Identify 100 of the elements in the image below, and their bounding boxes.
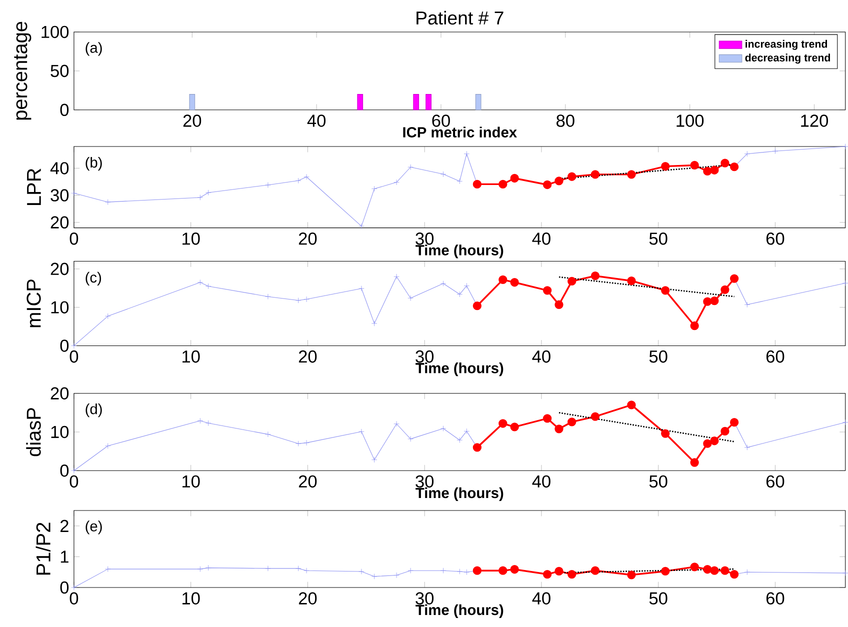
x-tick-label: 0 — [70, 592, 78, 605]
point — [498, 566, 508, 576]
x-tick-label: 20 — [298, 232, 317, 246]
x-tick-label: 30 — [416, 592, 434, 605]
y-tick-label: 10 — [51, 426, 69, 438]
x-tick-label: 100 — [676, 114, 704, 128]
point — [456, 178, 463, 184]
y-axis-title: diasP — [26, 408, 41, 456]
point — [456, 292, 463, 298]
y-tick-label: 0 — [60, 340, 69, 352]
x-axis-title: Time (hours) — [416, 488, 504, 502]
point — [498, 419, 508, 428]
point — [661, 286, 670, 296]
point — [394, 274, 400, 280]
x-tick-label: 50 — [649, 592, 668, 605]
point — [842, 420, 848, 426]
point — [744, 151, 750, 157]
point — [456, 437, 463, 444]
point — [690, 322, 699, 330]
x-axis-title: Time (hours) — [416, 604, 504, 618]
x-tick-label: 40 — [532, 350, 550, 363]
x-tick-label: 40 — [532, 476, 550, 488]
point — [358, 224, 364, 230]
point — [394, 421, 400, 427]
point — [542, 414, 552, 424]
x-tick-label: 0 — [70, 476, 78, 488]
point — [197, 418, 204, 424]
point — [304, 440, 310, 446]
x-tick-label: 40 — [532, 592, 550, 605]
point — [456, 568, 463, 575]
y-tick-label: 20 — [50, 216, 69, 229]
point — [197, 566, 204, 572]
x-tick-label: 80 — [556, 114, 574, 128]
point — [408, 164, 414, 170]
point — [542, 286, 552, 296]
point — [304, 568, 310, 574]
point — [464, 151, 470, 157]
point — [71, 584, 77, 591]
point — [408, 296, 414, 302]
point — [265, 294, 271, 300]
point — [690, 562, 699, 572]
x-tick-label: 30 — [416, 232, 434, 246]
point — [440, 172, 446, 178]
x-axis-title: Time (hours) — [416, 362, 504, 376]
point — [265, 432, 271, 438]
x-tick-label: 120 — [801, 114, 828, 128]
point — [510, 174, 519, 183]
annotation: (d) — [86, 404, 102, 418]
point — [542, 180, 552, 190]
point — [554, 300, 564, 310]
annotation: (e) — [86, 520, 102, 535]
legend-label: increasing trend — [746, 40, 828, 50]
point — [295, 178, 302, 184]
point — [703, 440, 712, 448]
point — [71, 343, 77, 349]
point — [440, 426, 446, 432]
point — [265, 566, 271, 572]
point — [510, 422, 519, 432]
point — [71, 190, 77, 196]
point — [394, 180, 400, 186]
point — [104, 566, 111, 572]
point — [661, 429, 670, 438]
point — [690, 458, 699, 468]
y-tick-label: 0 — [60, 464, 69, 477]
point — [703, 167, 712, 176]
legend-label: decreasing trend — [745, 54, 830, 64]
point — [627, 276, 636, 286]
point — [440, 280, 446, 287]
point — [744, 444, 750, 451]
y-tick-label: 50 — [50, 65, 69, 78]
point — [627, 570, 636, 580]
point — [590, 272, 600, 280]
point — [205, 565, 212, 571]
point — [197, 280, 204, 286]
y-axis-title: LPR — [27, 168, 41, 206]
x-tick-label: 10 — [182, 592, 200, 605]
point — [720, 286, 730, 294]
point — [498, 276, 508, 284]
x-tick-label: 0 — [70, 350, 78, 363]
annotation: (a) — [86, 42, 102, 56]
x-tick-label: 30 — [416, 350, 434, 363]
x-tick-label: 60 — [432, 114, 450, 128]
point — [394, 572, 400, 578]
point — [710, 296, 719, 306]
point — [703, 297, 712, 306]
point — [197, 194, 204, 201]
point — [720, 158, 730, 168]
x-tick-label: 20 — [298, 350, 317, 363]
annotation: (b) — [86, 157, 102, 171]
y-tick-label: 20 — [50, 387, 69, 400]
x-tick-label: 60 — [766, 350, 784, 363]
x-tick-label: 20 — [183, 114, 202, 128]
y-axis-title: percentage — [14, 22, 32, 120]
point — [104, 199, 111, 206]
y-tick-label: 40 — [50, 162, 69, 175]
y-tick-label: 30 — [50, 189, 69, 202]
point — [772, 148, 778, 154]
x-tick-label: 40 — [532, 232, 550, 246]
point — [568, 172, 576, 182]
point — [744, 302, 750, 308]
